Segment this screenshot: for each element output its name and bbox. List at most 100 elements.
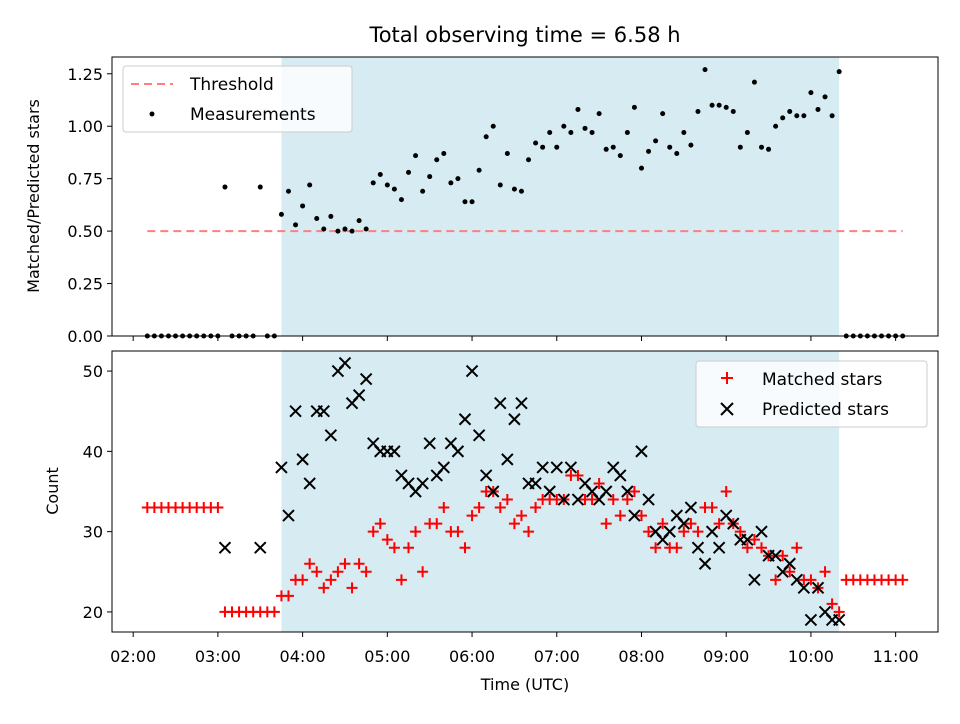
- bottom-legend: Matched stars Predicted stars: [695, 360, 928, 428]
- measurement-point: [391, 186, 397, 192]
- measurement-point: [561, 123, 567, 129]
- predicted-star-point: [677, 517, 691, 530]
- predicted-star-point: [508, 413, 521, 426]
- predicted-star-point: [501, 453, 514, 466]
- predicted-star-point: [494, 396, 507, 410]
- bottom-panel: 20 30 40 50 02:00 03:00 04:00 05:00 06:00 07:00 08…: [43, 350, 939, 694]
- measurement-point: [695, 109, 701, 115]
- matched-star-point: [819, 566, 831, 578]
- predicted-star-point: [388, 445, 401, 458]
- measurement-point: [801, 113, 807, 119]
- top-shaded-span: [281, 57, 840, 336]
- matched-star-point: [515, 510, 527, 522]
- x-tick-label: 10:00: [788, 647, 834, 666]
- predicted-star-point: [536, 461, 549, 474]
- measurement-point: [398, 197, 404, 203]
- measurement-point: [610, 144, 616, 150]
- measurement-point: [836, 69, 842, 75]
- matched-star-point: [671, 542, 683, 554]
- measurement-point: [356, 218, 362, 224]
- predicted-star-point: [698, 557, 712, 570]
- predicted-star-point: [599, 485, 613, 498]
- matched-star-point: [311, 566, 323, 578]
- predicted-star-point: [359, 372, 373, 386]
- predicted-star-point: [691, 541, 705, 554]
- measurement-point: [716, 102, 722, 108]
- measurement-point: [589, 130, 595, 136]
- matched-star-point: [452, 526, 464, 538]
- top-panel: 0.00 0.25 0.50 0.75 1.00 1.25 Matched/Predict…: [24, 56, 939, 346]
- matched-star-point: [417, 566, 429, 578]
- matched-star-point: [770, 574, 782, 586]
- measurement-point: [476, 167, 482, 173]
- measurement-point: [829, 113, 835, 119]
- matched-star-point: [494, 502, 506, 514]
- matched-star-point: [734, 526, 746, 538]
- predicted-star-point: [783, 557, 796, 570]
- measurement-point: [377, 171, 383, 177]
- measurement-point: [370, 180, 376, 186]
- matched-star-point: [282, 590, 294, 602]
- matched-star-point: [678, 526, 690, 538]
- measurement-point: [617, 153, 623, 159]
- legend-measurements-label: Measurements: [190, 105, 316, 125]
- measurement-point: [413, 153, 419, 159]
- measurement-point: [751, 79, 757, 85]
- legend-matched-swatch: [721, 372, 733, 384]
- predicted-star-point: [811, 581, 825, 595]
- measurement-point: [737, 144, 743, 150]
- predicted-star-point: [614, 469, 627, 482]
- predicted-star-point: [727, 517, 740, 530]
- top-y-tick-label: 0.50: [67, 222, 103, 241]
- measurement-point: [533, 140, 539, 146]
- measurement-point: [278, 211, 284, 217]
- matched-star-point: [459, 542, 471, 554]
- matched-star-point: [508, 518, 520, 530]
- measurement-point: [434, 157, 440, 163]
- measurement-point: [730, 109, 736, 115]
- measurement-point: [780, 115, 786, 121]
- measurement-point: [222, 184, 228, 190]
- x-tick-label: 02:00: [110, 647, 156, 666]
- chart-title: Total observing time = 6.58 h: [368, 23, 680, 47]
- bottom-axes-frame: [111, 350, 939, 633]
- measurement-point: [518, 188, 524, 194]
- predicted-star-point: [324, 429, 338, 442]
- top-y-tick-label: 0.25: [67, 275, 103, 294]
- predicted-star-point: [564, 461, 578, 474]
- measurement-point: [603, 146, 609, 152]
- measurement-point: [646, 148, 652, 154]
- legend-predicted-swatch: [720, 402, 734, 416]
- measurement-point: [363, 226, 369, 232]
- measurement-point: [497, 182, 503, 188]
- measurement-point: [815, 106, 821, 112]
- predicted-star-point: [479, 469, 493, 482]
- measurement-point: [681, 130, 687, 136]
- predicted-star-point: [741, 533, 754, 546]
- measurement-point: [787, 109, 793, 115]
- measurement-point: [420, 188, 426, 194]
- predicted-star-point: [712, 541, 726, 554]
- predicted-star-point: [628, 509, 641, 522]
- matched-star-point: [332, 566, 344, 578]
- bottom-y-axis-label: Count: [43, 467, 62, 515]
- matched-star-point: [756, 542, 768, 554]
- legend-predicted-label: Predicted stars: [762, 400, 889, 420]
- matched-star-point: [374, 518, 386, 530]
- bottom-legend-box: [695, 360, 928, 428]
- measurement-point: [766, 146, 772, 152]
- measurement-point: [596, 111, 602, 117]
- measurement-point: [335, 228, 341, 234]
- bottom-y-tick-label: 40: [83, 442, 103, 461]
- bottom-y-tick-label: 30: [83, 523, 103, 542]
- predicted-star-point: [832, 613, 846, 627]
- measurement-point: [483, 134, 489, 140]
- matched-star-point: [833, 606, 845, 618]
- matched-star-point: [388, 542, 400, 554]
- predicted-star-point: [317, 405, 331, 418]
- measurement-point: [582, 125, 588, 131]
- measurement-point: [554, 144, 560, 150]
- measurement-point: [490, 123, 496, 129]
- matched-star-point: [325, 574, 337, 586]
